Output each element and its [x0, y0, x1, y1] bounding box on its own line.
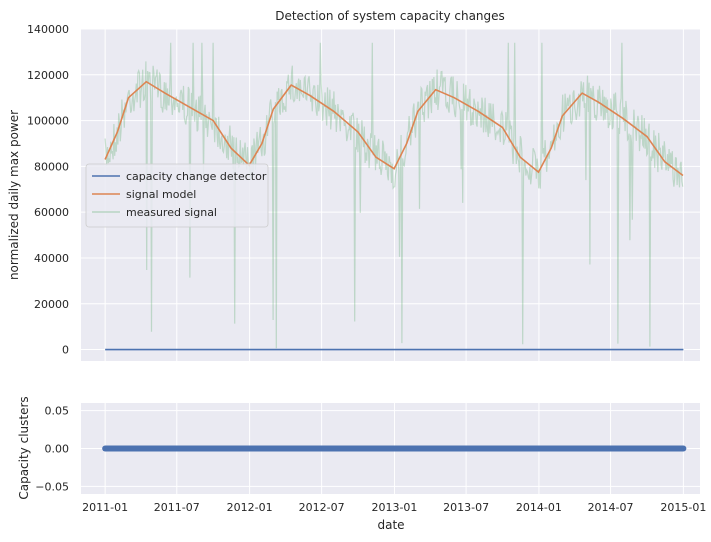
top-y-tick-label: 140000 — [27, 23, 69, 36]
bottom-y-ticks: −0.05 0.00 0.05 — [35, 405, 69, 494]
top-y-tick-label: 0 — [62, 344, 69, 357]
x-tick-label: 2014-07 — [588, 501, 634, 514]
top-y-tick-label: 20000 — [34, 298, 69, 311]
legend-box — [85, 163, 269, 228]
top-y-tick-label: 120000 — [27, 69, 69, 82]
top-y-ticks: 0 20000 40000 60000 80000 100000 120000 140000 — [27, 23, 69, 357]
legend-label-detector: capacity change detector — [126, 170, 267, 183]
x-tick-label: 2015-01 — [660, 501, 706, 514]
top-y-tick-label: 100000 — [27, 115, 69, 128]
x-tick-label: 2012-01 — [227, 501, 273, 514]
x-tick-label: 2013-01 — [371, 501, 417, 514]
x-axis-ticks: 2011-01 2011-07 2012-01 2012-07 2013-01 2013-… — [82, 501, 706, 514]
x-tick-label: 2012-07 — [299, 501, 345, 514]
x-axis-label: date — [377, 518, 404, 532]
measured-signal-path — [104, 42, 684, 349]
top-y-tick-label: 60000 — [34, 206, 69, 219]
legend-label-model: signal model — [126, 188, 196, 201]
bottom-y-axis-label: Capacity clusters — [17, 396, 31, 499]
legend: capacity change detector signal model me… — [85, 163, 269, 228]
x-tick-label: 2011-01 — [82, 501, 128, 514]
bottom-y-tick-label: −0.05 — [35, 480, 69, 493]
signal-model-series — [104, 80, 684, 177]
bottom-y-tick-label: 0.00 — [45, 443, 70, 456]
bottom-y-tick-label: 0.05 — [45, 405, 70, 418]
top-y-tick-label: 40000 — [34, 252, 69, 265]
x-tick-label: 2013-07 — [443, 501, 489, 514]
measured-signal-series — [104, 42, 684, 349]
top-y-axis-label: normalized daily max power — [7, 110, 21, 280]
chart-title: Detection of system capacity changes — [275, 9, 505, 23]
x-tick-label: 2011-07 — [154, 501, 200, 514]
legend-label-measured: measured signal — [126, 206, 217, 219]
top-y-tick-label: 80000 — [34, 160, 69, 173]
x-tick-label: 2014-01 — [516, 501, 562, 514]
